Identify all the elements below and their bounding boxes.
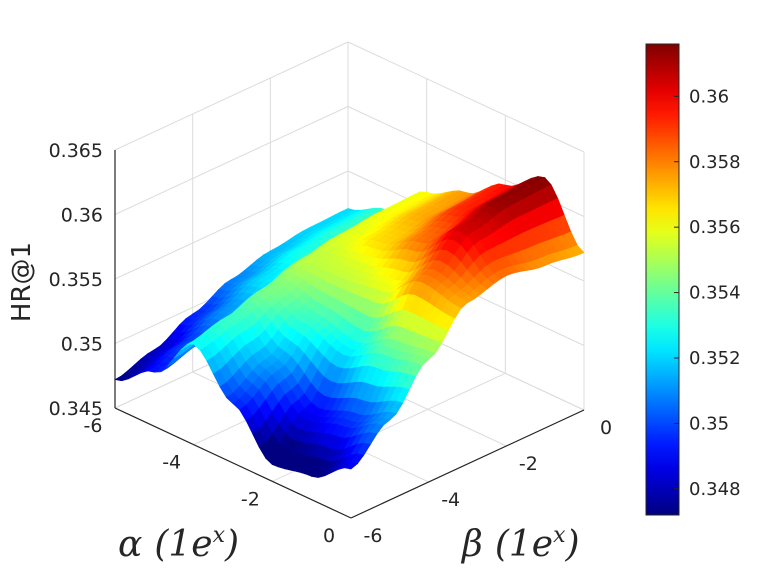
- surface-patch: [343, 462, 359, 470]
- surface: [114, 176, 585, 478]
- colorbar: [645, 43, 680, 516]
- z-tick-label: 0.345: [49, 398, 103, 420]
- z-tick-label: 0.355: [49, 269, 103, 291]
- y-tick-label: -2: [519, 453, 538, 475]
- grid-line: [114, 106, 349, 215]
- x-axis-label: α (1ex): [118, 523, 239, 565]
- z-tick-label: 0.36: [61, 205, 103, 227]
- colorbar-tick-label: 0.356: [689, 217, 741, 238]
- z-tick-label: 0.365: [49, 140, 103, 162]
- x-axis-line: [114, 407, 352, 519]
- y-tick-label: -6: [364, 525, 383, 547]
- colorbar-ticks: 0.348 0.35 0.352 0.354 0.356 0.358 0.36: [674, 86, 741, 500]
- tick-labels: -6 -4 -2 0 -6 -4 -2 0 0.345 0.35 0.355 0.36 0.365: [49, 140, 612, 547]
- grid-line: [114, 170, 349, 280]
- grid-line: [347, 41, 585, 153]
- y-axis-label: β (1ex): [460, 523, 580, 565]
- axes: [114, 150, 585, 519]
- x-tick-label: 0: [323, 525, 335, 547]
- x-tick-label: -6: [84, 415, 103, 437]
- colorbar-tick-label: 0.354: [689, 283, 741, 304]
- grid-line: [114, 41, 349, 151]
- y-axis-line: [350, 409, 585, 519]
- x-tick-label: -4: [162, 452, 181, 474]
- y-tick-label: 0: [600, 417, 612, 439]
- colorbar-tick-label: 0.36: [689, 86, 729, 107]
- y-tick-label: -4: [441, 489, 460, 511]
- x-tick-label: -2: [241, 488, 260, 510]
- z-axis-label: HR@1: [7, 242, 37, 322]
- colorbar-tick-label: 0.358: [689, 152, 741, 173]
- colorbar-tick-label: 0.348: [689, 479, 741, 500]
- colorbar-tick-label: 0.352: [689, 348, 741, 369]
- z-tick-label: 0.35: [61, 334, 103, 356]
- colorbar-tick-label: 0.35: [689, 413, 729, 434]
